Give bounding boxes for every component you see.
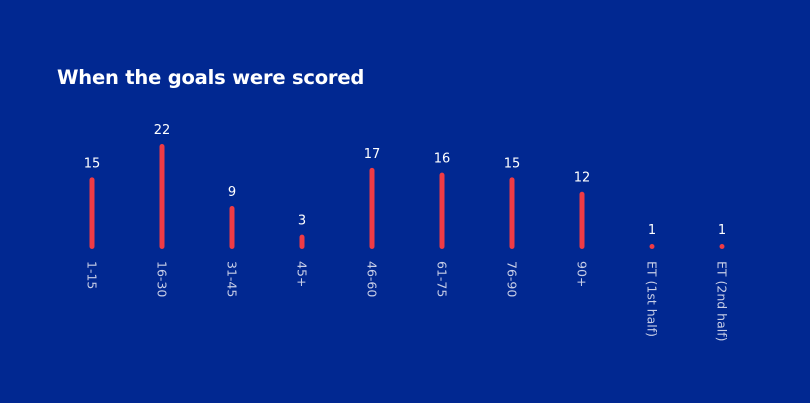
data-label: 17 <box>364 147 381 162</box>
data-label: 9 <box>228 185 236 200</box>
x-tick-label: ET (2nd half) <box>715 261 730 342</box>
x-tick-label: 46-60 <box>365 261 380 297</box>
bar-et-2nd-half <box>719 244 725 249</box>
data-label: 22 <box>154 123 171 138</box>
bar-16-30 <box>159 144 165 249</box>
x-tick-label: 76-90 <box>505 261 520 297</box>
bar-45 <box>299 234 305 249</box>
data-label: 15 <box>504 156 521 171</box>
data-label: 16 <box>434 152 451 167</box>
data-label: 1 <box>648 223 656 238</box>
x-tick-label: ET (1st half) <box>645 261 660 337</box>
data-label: 15 <box>84 156 101 171</box>
bar-46-60 <box>369 167 375 249</box>
x-tick-label: 1-15 <box>85 261 100 289</box>
data-label: 1 <box>718 223 726 238</box>
bar-76-90 <box>509 177 515 249</box>
x-tick-label: 90+ <box>575 261 590 287</box>
x-tick-label: 16-30 <box>155 261 170 297</box>
bar-31-45 <box>229 206 235 249</box>
x-tick-label: 61-75 <box>435 261 450 297</box>
data-label: 12 <box>574 171 591 186</box>
x-tick-label: 45+ <box>295 261 310 287</box>
data-label: 3 <box>298 214 306 229</box>
bar-61-75 <box>439 172 445 249</box>
bar-et-1st-half <box>649 244 655 249</box>
chart-title: When the goals were scored <box>57 66 365 89</box>
x-tick-label: 31-45 <box>225 261 240 297</box>
bar-1-15 <box>89 177 95 249</box>
bar-90 <box>579 191 585 249</box>
